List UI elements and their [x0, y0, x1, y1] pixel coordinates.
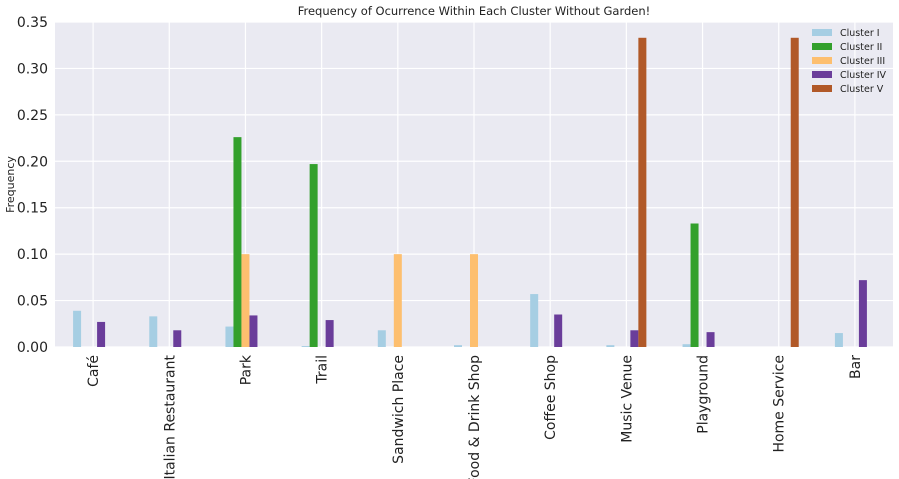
legend-label: Cluster IV [840, 70, 887, 81]
bar [682, 344, 691, 347]
bar [630, 330, 639, 347]
bar [97, 321, 106, 347]
bar [301, 346, 310, 347]
y-tick-label: 0.10 [17, 247, 48, 263]
bar [249, 315, 258, 347]
bar [393, 254, 402, 347]
y-tick-label: 0.20 [17, 154, 48, 170]
y-tick-label: 0.30 [17, 61, 48, 77]
y-axis-label: Frequency [4, 156, 17, 213]
y-tick-label: 0.35 [17, 15, 48, 31]
bar [606, 345, 615, 347]
legend-label: Cluster III [840, 56, 885, 67]
legend-swatch [812, 71, 832, 78]
bar [325, 320, 334, 347]
legend-label: Cluster I [840, 28, 880, 39]
legend-swatch [812, 29, 832, 36]
y-tick-label: 0.25 [17, 108, 48, 124]
x-tick-label: Italian Restaurant [162, 354, 178, 479]
y-tick-label: 0.00 [17, 340, 48, 356]
x-tick-label: Music Venue [619, 355, 635, 443]
bars [73, 37, 867, 348]
x-tick-label: Café [86, 355, 102, 387]
bar [233, 137, 242, 347]
bar [173, 330, 182, 347]
bar [690, 223, 699, 347]
bar [858, 280, 867, 347]
legend-swatch [812, 57, 832, 64]
bar [790, 37, 799, 348]
legend-label: Cluster V [840, 84, 884, 95]
legend-swatch [812, 85, 832, 92]
bar [309, 164, 318, 347]
bar [706, 332, 715, 347]
chart-title: Frequency of Ocurrence Within Each Clust… [298, 4, 651, 18]
bar [638, 37, 647, 348]
x-tick-label: Playground [696, 355, 712, 434]
bar [73, 310, 82, 347]
y-tick-label: 0.05 [17, 294, 48, 310]
x-tick-label: Sandwich Place [391, 355, 407, 464]
y-tick-label: 0.15 [17, 201, 48, 217]
bar [554, 314, 563, 347]
bar [241, 254, 250, 347]
x-tick-label: Home Service [772, 355, 788, 453]
bar [377, 330, 386, 347]
x-tick-label: Bar [848, 355, 864, 379]
bar [530, 294, 539, 347]
bar [470, 254, 478, 347]
bar [225, 326, 234, 347]
y-tick-labels: 0.00 0.05 0.10 0.15 0.20 0.25 0.30 0.35 [17, 15, 48, 356]
legend-label: Cluster II [840, 42, 882, 53]
bar [834, 333, 843, 347]
legend[interactable]: Cluster I Cluster II Cluster III Cluster IV… [812, 28, 887, 95]
x-tick-label: Trail [315, 355, 331, 385]
x-tick-label: Coffee Shop [543, 355, 559, 440]
x-tick-label: Food & Drink Shop [467, 355, 483, 479]
x-tick-labels: Café Italian Restaurant Park Trail Sandwich … [86, 354, 864, 479]
bar [454, 345, 462, 347]
x-tick-label: Park [238, 354, 254, 385]
legend-swatch [812, 43, 832, 50]
bar [149, 316, 158, 347]
